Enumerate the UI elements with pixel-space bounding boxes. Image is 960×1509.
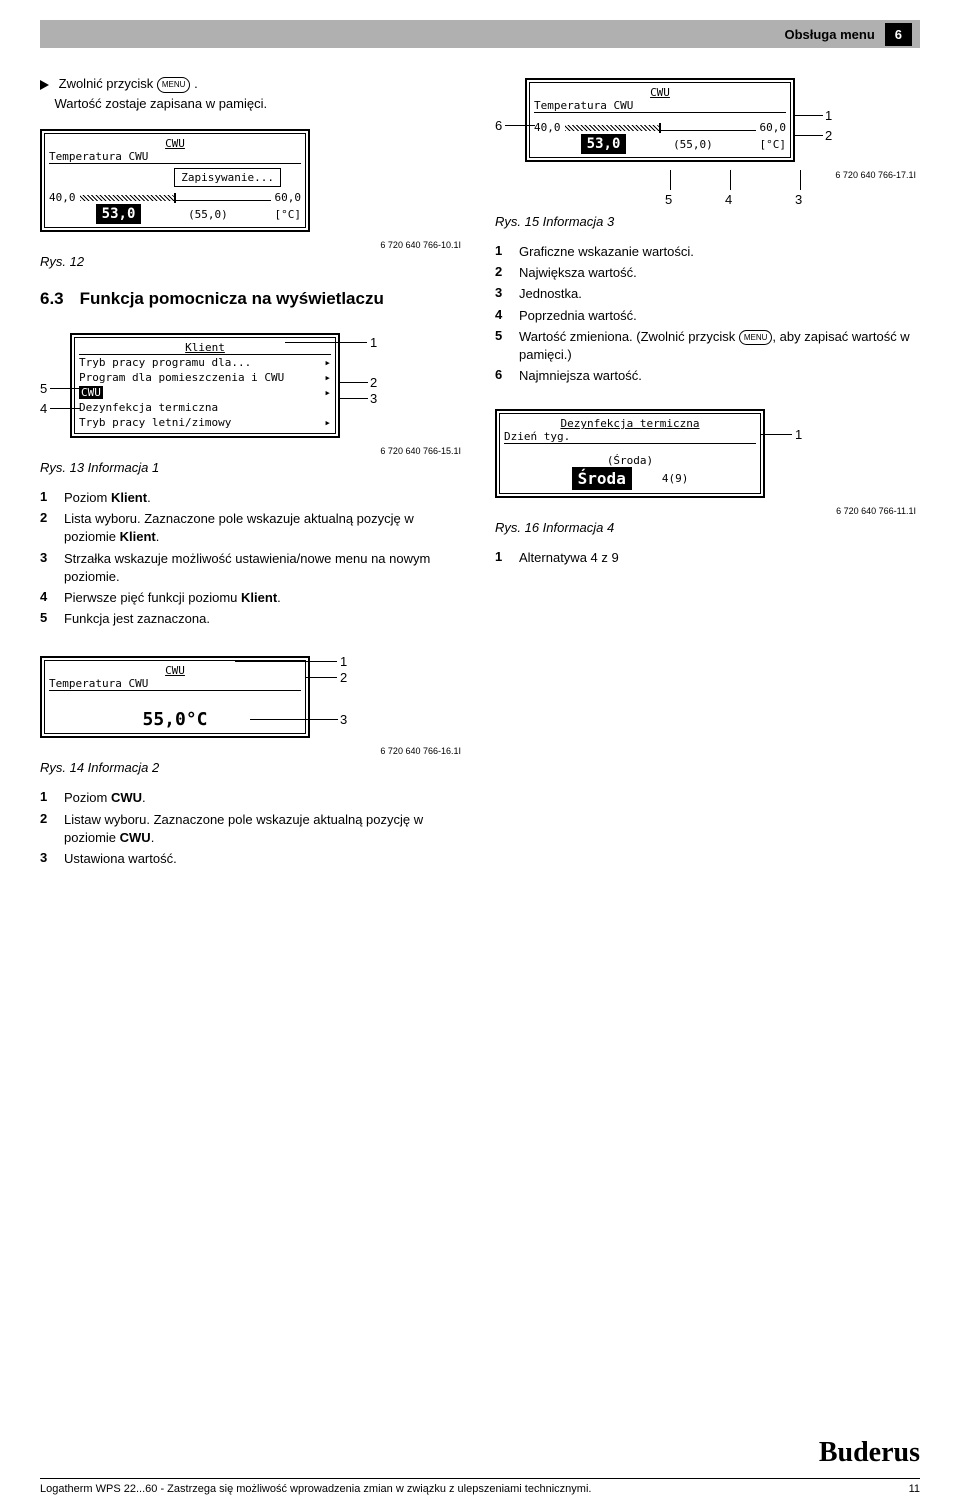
- figure-16-legend: 1Alternatywa 4 z 9: [495, 549, 920, 567]
- figure-13-legend: 1Poziom Klient. 2Lista wyboru. Zaznaczon…: [40, 489, 465, 628]
- figure-15: 6 CWU Temperatura CWU 40,0 60,0: [495, 68, 920, 210]
- figure-13: 5 4 Klient Tryb pracy programu dla...▸ P…: [40, 323, 465, 456]
- figure-14-legend: 1Poziom CWU. 2Listaw wyboru. Zaznaczone …: [40, 789, 465, 868]
- page-footer: Logatherm WPS 22...60 - Zastrzega się mo…: [40, 1478, 920, 1495]
- figure-caption: Rys. 12: [40, 254, 465, 269]
- figure-12: CWU Temperatura CWU Zapisywanie... 40,0 …: [40, 119, 465, 250]
- lcd-title: CWU: [49, 137, 301, 150]
- lcd-popup: Zapisywanie...: [174, 168, 281, 187]
- figure-16: Dezynfekcja termiczna Dzień tyg. (Środa)…: [495, 399, 920, 516]
- brand-logo: Buderus: [819, 1437, 920, 1469]
- intro-text: Zwolnić przycisk MENU . Wartość zostaje …: [40, 74, 465, 113]
- menu-button-icon: MENU: [739, 330, 773, 345]
- legend-text: Poziom Klient.: [64, 489, 465, 507]
- header-title: Obsługa menu: [784, 27, 874, 42]
- section-heading: 6.3 Funkcja pomocnicza na wyświetlaczu: [40, 289, 465, 309]
- chapter-number: 6: [885, 23, 912, 46]
- figure-14: CWU Temperatura CWU 55,0°C 1 2 3 6 720 6…: [40, 646, 465, 756]
- lcd-main-value: 53,0: [96, 204, 142, 224]
- figure-ref: 6 720 640 766-10.1I: [40, 240, 461, 250]
- page-header: Obsługa menu 6: [40, 20, 920, 48]
- menu-button-icon: MENU: [157, 77, 191, 93]
- figure-15-legend: 1Graficzne wskazanie wartości. 2Najwięks…: [495, 243, 920, 385]
- lcd-subtitle: Temperatura CWU: [49, 150, 301, 164]
- bullet-icon: [40, 80, 49, 90]
